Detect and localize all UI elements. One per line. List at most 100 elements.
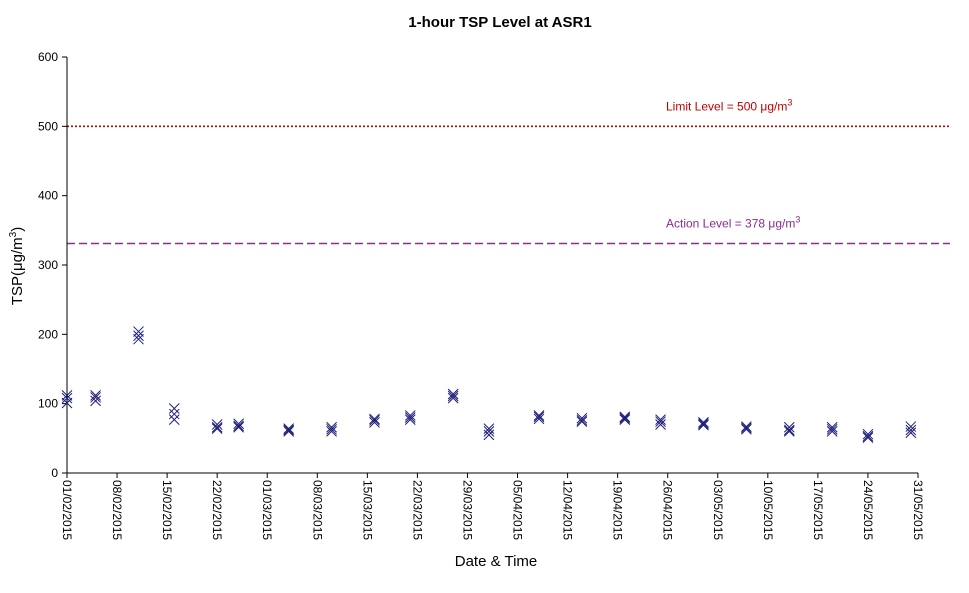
data-point	[862, 428, 874, 440]
data-point	[698, 417, 709, 428]
data-point	[211, 419, 223, 430]
axes	[66, 57, 918, 474]
data-point	[447, 392, 459, 404]
data-point	[168, 414, 180, 425]
data-point	[826, 426, 838, 437]
data-point	[61, 389, 73, 401]
data-point	[404, 412, 416, 423]
data-point	[447, 390, 459, 402]
y-axis-ticks: 0 100 200 300 400 500 600	[38, 50, 67, 480]
data-point	[741, 422, 752, 434]
y-axis-title: TSP(μg/m3)	[8, 227, 26, 305]
data-point	[326, 426, 337, 437]
data-point	[168, 403, 180, 414]
x-tick-label: 08/02/2015	[110, 480, 124, 540]
data-point	[698, 419, 709, 431]
data-point	[862, 430, 874, 442]
data-point	[404, 414, 416, 425]
x-tick-label: 01/03/2015	[260, 480, 274, 540]
x-tick-label: 15/02/2015	[160, 480, 174, 540]
data-point	[655, 414, 666, 425]
data-point	[483, 426, 495, 437]
y-axis-title-unit: g/m	[9, 237, 26, 262]
data-point	[619, 414, 631, 425]
data-point	[619, 412, 631, 424]
x-tick-label: 31/05/2015	[911, 480, 925, 540]
data-point	[133, 326, 144, 337]
data-point	[741, 421, 752, 432]
x-tick-label: 17/05/2015	[811, 480, 825, 540]
data-point	[211, 423, 223, 434]
x-tick-label: 12/04/2015	[561, 480, 575, 540]
svg-text:TSP(μg/m3): TSP(μg/m3)	[8, 227, 26, 305]
data-point	[283, 426, 295, 437]
y-axis-title-sup: 3	[8, 231, 19, 237]
data-point	[783, 424, 795, 436]
chart-title: 1-hour TSP Level at ASR1	[408, 14, 591, 31]
x-tick-label: 24/05/2015	[861, 480, 875, 540]
y-tick-label: 100	[38, 397, 58, 411]
data-point	[133, 330, 144, 342]
data-point	[783, 421, 795, 433]
data-point	[404, 410, 416, 421]
x-tick-label: 03/05/2015	[711, 480, 725, 540]
x-tick-label: 08/03/2015	[310, 480, 324, 540]
data-point	[905, 424, 917, 436]
data-point	[90, 389, 101, 401]
data-point	[326, 423, 337, 435]
x-axis-ticks: 01/02/2015 08/02/2015 15/02/2015 22/02/2015…	[60, 473, 925, 540]
data-point	[283, 424, 295, 436]
data-point	[61, 392, 73, 404]
x-tick-label: 22/03/2015	[410, 480, 424, 540]
x-axis-title: Date & Time	[455, 553, 538, 570]
x-tick-label: 29/03/2015	[460, 480, 474, 540]
x-tick-label: 19/04/2015	[611, 480, 625, 540]
data-point	[369, 413, 380, 425]
x-tick-label: 15/03/2015	[360, 480, 374, 540]
data-point	[369, 414, 380, 426]
data-point	[168, 408, 180, 420]
data-point	[483, 429, 495, 441]
data-point	[90, 395, 101, 407]
data-point	[483, 423, 495, 434]
data-point	[698, 418, 709, 430]
data-point	[576, 414, 588, 426]
y-tick-label: 200	[38, 327, 58, 341]
data-point	[905, 427, 917, 439]
data-point	[90, 392, 101, 403]
data-point	[533, 413, 545, 425]
data-point	[233, 421, 244, 433]
data-point	[533, 411, 545, 423]
y-tick-label: 500	[38, 119, 58, 133]
x-tick-label: 01/02/2015	[60, 480, 74, 540]
data-point	[133, 333, 144, 345]
y-tick-label: 300	[38, 258, 58, 272]
y-tick-label: 400	[38, 189, 58, 203]
data-point	[826, 423, 838, 435]
data-point	[369, 417, 380, 428]
x-tick-label: 22/02/2015	[210, 480, 224, 540]
y-axis-title-mu: μ	[9, 262, 26, 271]
x-tick-label: 26/04/2015	[661, 480, 675, 540]
data-point	[862, 432, 874, 443]
data-point	[447, 388, 459, 400]
data-point	[211, 421, 223, 433]
data-point	[326, 421, 337, 433]
data-point	[576, 416, 588, 428]
data-point	[233, 420, 244, 432]
data-point	[741, 423, 752, 435]
limit-level-label: Limit Level = 500 μg/m3	[666, 97, 792, 113]
data-point	[655, 419, 666, 430]
y-axis-title-main: TSP(	[9, 271, 26, 305]
y-tick-label: 0	[51, 466, 58, 480]
action-level-label: Action Level = 378 μg/m3	[666, 215, 800, 231]
data-point	[61, 397, 73, 409]
y-axis-title-close: )	[9, 227, 26, 232]
reference-lines: Limit Level = 500 μg/m3 Action Level = 37…	[67, 97, 950, 245]
data-point	[533, 410, 545, 421]
data-point	[826, 421, 838, 433]
data-point	[783, 426, 795, 437]
data-point	[655, 416, 666, 428]
data-point	[576, 412, 588, 424]
